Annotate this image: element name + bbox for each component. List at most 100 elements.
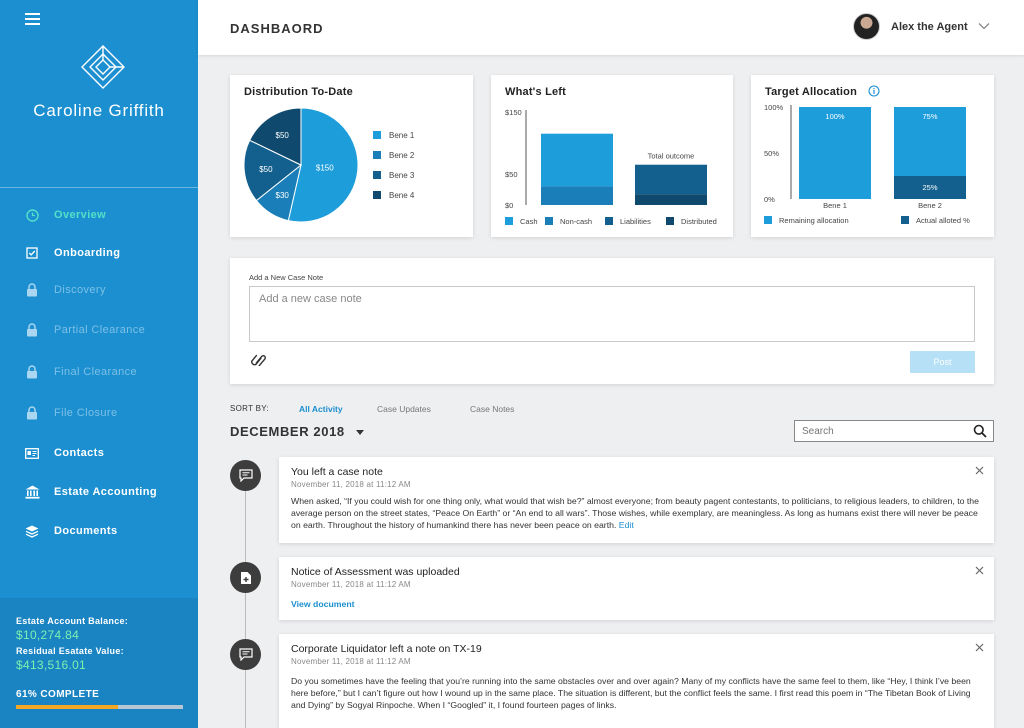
bar-data-label: 100% [825,112,845,121]
activity-title: Corporate Liquidator left a note on TX-1… [291,643,482,655]
month-selector[interactable]: DECEMBER 2018 [230,424,345,439]
balance-label: Estate Account Balance: [16,616,129,626]
close-icon[interactable] [975,566,984,575]
close-icon[interactable] [975,643,984,652]
sidebar: Caroline Griffith Overview Onboarding Di… [0,0,198,728]
paperclip-icon[interactable] [251,354,267,366]
sidebar-item-contacts[interactable]: Contacts [0,438,198,468]
legend-swatch [545,217,553,225]
tab-all-activity[interactable]: All Activity [299,404,343,414]
legend-label: Bene 2 [389,151,415,160]
activity-title: Notice of Assessment was uploaded [291,566,460,578]
progress-label: 61% COMPLETE [16,689,100,700]
sidebar-item-documents[interactable]: Documents [0,516,198,546]
checkbox-icon [24,245,40,261]
legend-swatch [373,191,381,199]
caret-down-icon[interactable] [356,430,364,435]
legend-label: Non-cash [560,217,592,226]
sidebar-item-label: Documents [54,525,118,537]
view-document-link[interactable]: View document [291,599,355,609]
pie-slice [243,139,302,202]
y-tick-label: $0 [505,201,513,210]
activity-body: View document [291,598,981,610]
edit-link[interactable]: Edit [618,520,634,531]
bank-icon [24,484,40,500]
sidebar-item-overview[interactable]: Overview [0,200,198,230]
sidebar-item-label: File Closure [54,407,118,419]
clock-icon [24,207,40,223]
sidebar-item-label: Discovery [54,284,106,296]
sidebar-item-onboarding[interactable]: Onboarding [0,238,198,268]
user-name[interactable]: Alex the Agent [891,21,968,33]
layers-icon [24,523,40,539]
timeline-line [245,475,246,728]
legend-label: Remaining allocation [779,216,849,225]
chat-note-icon [230,460,261,491]
y-tick-label: 0% [764,195,775,204]
close-icon[interactable] [975,466,984,475]
avatar[interactable] [853,13,880,40]
x-tick-label: Bene 1 [823,201,847,210]
chevron-down-icon[interactable] [978,22,990,30]
pie-data-label: $30 [276,191,290,200]
lock-icon [24,322,40,338]
whats-left-card: What's Left $150 $50 $0 Total outcome Cash No… [491,75,733,237]
legend-swatch [605,217,613,225]
post-button[interactable]: Post [910,351,975,373]
card-title: What's Left [505,86,567,98]
activity-item: You left a case note November 11, 2018 a… [279,457,994,543]
search-icon[interactable] [973,424,987,438]
search-input[interactable] [795,421,965,441]
hamburger-menu-icon[interactable] [25,13,40,25]
bar-segment [635,164,707,195]
bar-segment [799,107,871,199]
y-tick-label: 50% [764,149,779,158]
target-allocation-card: Target Allocation 100% 50% 0% 100% Bene 1 25%… [751,75,994,237]
sidebar-item-final-clearance[interactable]: Final Clearance [0,357,198,387]
legend-label: Bene 4 [389,191,415,200]
x-tick-label: Bene 2 [918,201,942,210]
search-box [794,420,994,442]
pie-data-label: $150 [316,164,334,173]
sidebar-item-estate-accounting[interactable]: Estate Accounting [0,477,198,507]
legend-label: Cash [520,217,538,226]
distribution-card: Distribution To-Date $150 $30 $50 $50 Bene 1… [230,75,473,237]
bar-segment [894,107,966,176]
legend-swatch [373,151,381,159]
activity-date: November 11, 2018 at 11:12 AM [291,657,411,666]
sidebar-item-label: Final Clearance [54,366,138,378]
lock-icon [24,364,40,380]
info-icon[interactable] [868,85,880,97]
residual-label: Residual Esatate Value: [16,646,124,656]
case-note-input[interactable] [249,286,975,342]
legend-label: Actual alloted % [916,216,970,225]
tab-case-notes[interactable]: Case Notes [470,404,515,414]
legend-swatch [373,171,381,179]
sidebar-item-label: Contacts [54,447,105,459]
lock-icon [24,282,40,298]
activity-title: You left a case note [291,466,383,478]
chat-note-icon [230,639,261,670]
tab-case-updates[interactable]: Case Updates [377,404,431,414]
legend-swatch [901,216,909,224]
pie-data-label: $50 [276,131,290,140]
bar-data-label: 25% [922,183,937,192]
pie-slice [248,107,302,166]
annotation-label: Total outcome [648,152,695,161]
sidebar-item-file-closure[interactable]: File Closure [0,398,198,428]
sidebar-item-label: Onboarding [54,247,121,259]
activity-body: When asked, “If you could wish for one t… [291,495,981,532]
activity-body: Do you sometimes have the feeling that y… [291,676,971,711]
file-add-icon [230,562,261,593]
activity-item: Notice of Assessment was uploaded Novemb… [279,557,994,620]
card-title: Distribution To-Date [244,86,353,98]
case-note-label: Add a New Case Note [249,273,324,282]
pie-data-label: $50 [259,165,273,174]
bar-segment [635,194,707,205]
y-tick-label: 100% [764,103,784,112]
sidebar-item-discovery[interactable]: Discovery [0,275,198,305]
legend-label: Liabilities [620,217,651,226]
sidebar-item-partial-clearance[interactable]: Partial Clearance [0,315,198,345]
residual-value: $413,516.01 [16,658,87,672]
sidebar-divider [0,187,198,188]
